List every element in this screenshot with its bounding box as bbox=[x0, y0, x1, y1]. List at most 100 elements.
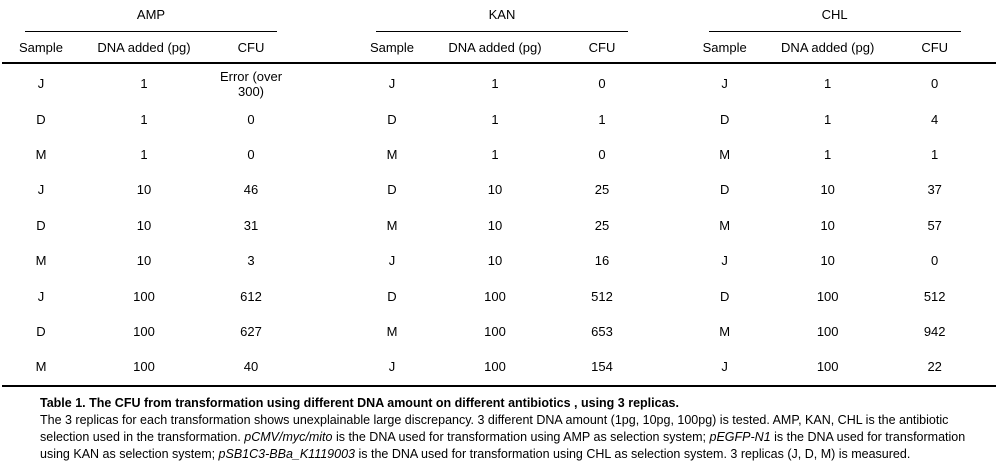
column-header-cfu: CFU bbox=[237, 39, 265, 55]
caption-title: Table 1. The CFU from transformation usi… bbox=[40, 395, 679, 410]
column-header-sample: Sample bbox=[702, 39, 747, 55]
cell-dna-added: 100 bbox=[484, 359, 506, 375]
cell-cfu: 154 bbox=[591, 359, 613, 375]
column-header-sample: Sample bbox=[18, 39, 64, 55]
cell-dna-added: 10 bbox=[136, 182, 152, 198]
column-header-dna-added: DNA added (pg) bbox=[97, 39, 191, 55]
cell-dna-added: 10 bbox=[136, 253, 152, 269]
column-header-cfu: CFU bbox=[921, 39, 949, 55]
cell-cfu: 25 bbox=[594, 217, 610, 233]
group-header: KAN Sample DNA added (pg) CFU bbox=[333, 0, 666, 62]
cell-cfu: 0 bbox=[931, 76, 939, 92]
cell-dna-added: 10 bbox=[487, 253, 503, 269]
caption-segment: pSB1C3-BBa_K1119003 bbox=[218, 446, 355, 461]
cell-dna-added: 100 bbox=[133, 323, 155, 339]
group-title: AMP bbox=[136, 7, 166, 22]
cell-dna-added: 1 bbox=[491, 111, 499, 127]
cell-cfu: 0 bbox=[247, 146, 255, 162]
table-row: M 1 1 bbox=[697, 137, 967, 172]
cell-cfu: 31 bbox=[243, 217, 259, 233]
group-title: CHL bbox=[821, 7, 848, 22]
cell-dna-added: 1 bbox=[140, 111, 148, 127]
table-row: M 10 57 bbox=[697, 208, 967, 243]
table-row: M 1 0 bbox=[364, 137, 634, 172]
cell-sample: M bbox=[35, 146, 47, 162]
cell-sample: D bbox=[387, 111, 397, 127]
cell-dna-added: 10 bbox=[487, 182, 503, 198]
column-header-dna-added: DNA added (pg) bbox=[781, 39, 875, 55]
table-row: M 100 653 bbox=[364, 314, 634, 349]
cell-sample: D bbox=[387, 182, 397, 198]
table-row: D 10 37 bbox=[697, 172, 967, 207]
cell-cfu: 16 bbox=[594, 253, 610, 269]
group-title-underline bbox=[376, 31, 628, 32]
table-bottom-rule bbox=[2, 384, 996, 387]
table-caption: Table 1. The CFU from transformation usi… bbox=[40, 395, 990, 463]
column-header-sample: Sample bbox=[369, 39, 415, 55]
cell-sample: D bbox=[36, 217, 46, 233]
caption-segment: is the DNA used for transformation using… bbox=[355, 446, 911, 461]
table-row: M 100 40 bbox=[13, 349, 283, 384]
header-separator-rule bbox=[2, 62, 996, 64]
table-row: D 10 31 bbox=[13, 208, 283, 243]
table-row: M 100 942 bbox=[697, 314, 967, 349]
cell-cfu: 512 bbox=[923, 288, 946, 304]
cell-dna-added: 10 bbox=[820, 253, 835, 269]
cell-cfu: 627 bbox=[240, 323, 262, 339]
cell-sample: M bbox=[719, 323, 731, 339]
cell-cfu: 1 bbox=[598, 111, 606, 127]
cell-dna-added: 1 bbox=[824, 76, 832, 92]
cell-dna-added: 1 bbox=[491, 76, 499, 92]
group-header: CHL Sample DNA added (pg) CFU bbox=[665, 0, 998, 62]
cell-dna-added: 100 bbox=[816, 288, 839, 304]
cell-sample: J bbox=[721, 359, 728, 375]
column-header-row: Sample DNA added (pg) CFU bbox=[364, 32, 634, 62]
cell-dna-added: 10 bbox=[820, 182, 835, 198]
column-header-row: Sample DNA added (pg) CFU bbox=[13, 32, 283, 62]
table-row: J 100 22 bbox=[697, 349, 967, 384]
cell-sample: D bbox=[719, 288, 730, 304]
table-row: M 10 25 bbox=[364, 208, 634, 243]
cell-sample: J bbox=[721, 76, 728, 92]
cell-sample: J bbox=[37, 182, 45, 198]
caption-segment: pEGFP-N1 bbox=[709, 429, 771, 444]
cell-cfu: 0 bbox=[598, 76, 606, 92]
cell-sample: J bbox=[388, 76, 396, 92]
groups-body: J 1 Error (over 300) D 1 0 M 1 0 J 10 46… bbox=[0, 64, 998, 385]
table-row: D 100 512 bbox=[364, 278, 634, 313]
cell-cfu: 22 bbox=[927, 359, 942, 375]
table-row: D 1 1 bbox=[364, 101, 634, 136]
cell-cfu: 0 bbox=[931, 253, 939, 269]
cell-dna-added: 10 bbox=[136, 217, 152, 233]
cell-sample: M bbox=[35, 359, 47, 375]
cell-cfu: 512 bbox=[591, 288, 613, 304]
cell-cfu: 1 bbox=[931, 146, 939, 162]
cell-cfu: 3 bbox=[247, 253, 255, 269]
table-row: D 100 512 bbox=[697, 278, 967, 313]
table-row: D 1 0 bbox=[13, 101, 283, 136]
caption-segment: pCMV/myc/mito bbox=[244, 429, 333, 444]
cell-sample: M bbox=[386, 323, 398, 339]
cell-dna-added: 10 bbox=[820, 217, 835, 233]
caption-segment: is the DNA used for transformation using… bbox=[40, 429, 966, 461]
cell-dna-added: 100 bbox=[133, 359, 155, 375]
cell-sample: M bbox=[35, 253, 47, 269]
cell-sample: J bbox=[721, 253, 728, 269]
cell-sample: M bbox=[719, 146, 731, 162]
cell-cfu: 4 bbox=[931, 111, 939, 127]
group-header: AMP Sample DNA added (pg) CFU bbox=[0, 0, 333, 62]
cell-dna-added: 1 bbox=[491, 146, 499, 162]
column-header-cfu: CFU bbox=[588, 39, 616, 55]
group-body: J 1 0 D 1 4 M 1 1 D 10 37 M 10 5 bbox=[665, 64, 998, 385]
cell-dna-added: 100 bbox=[484, 288, 506, 304]
table-row: J 1 0 bbox=[697, 66, 967, 101]
cell-dna-added: 10 bbox=[487, 217, 503, 233]
caption-segment: The 3 replicas for each transformation s… bbox=[40, 412, 949, 444]
cell-cfu: 46 bbox=[243, 182, 259, 198]
cell-cfu: 0 bbox=[247, 111, 255, 127]
cell-dna-added: 1 bbox=[140, 76, 148, 92]
group-body: J 1 Error (over 300) D 1 0 M 1 0 J 10 46… bbox=[0, 64, 333, 385]
cell-dna-added: 100 bbox=[133, 288, 155, 304]
cell-dna-added: 1 bbox=[824, 111, 832, 127]
